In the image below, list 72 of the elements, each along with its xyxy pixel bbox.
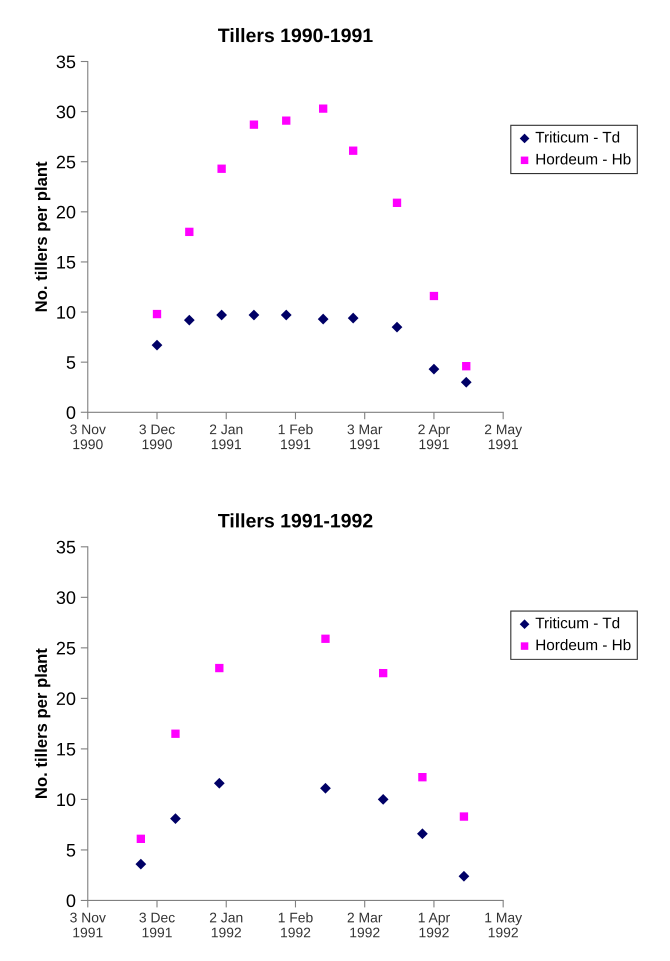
- chart-title: Tillers 1991-1992: [218, 513, 372, 528]
- y-tick-label: 0: [66, 406, 76, 419]
- point: [460, 812, 468, 821]
- point: [282, 116, 290, 125]
- point: [318, 104, 328, 113]
- point: [318, 314, 329, 324]
- point: [428, 364, 440, 375]
- point: [418, 773, 427, 782]
- point: [214, 778, 225, 789]
- point: [430, 292, 438, 300]
- y-tick-label: 35: [56, 55, 76, 68]
- point: [152, 310, 162, 318]
- point: [184, 314, 195, 326]
- y-tick-label: 30: [56, 591, 76, 604]
- point: [392, 322, 402, 332]
- y-axis-title: No. tillers per plant: [34, 648, 50, 798]
- x-tick-label: 3 Nov 1991: [70, 912, 106, 938]
- y-tick-label: 25: [56, 642, 76, 655]
- point: [135, 858, 146, 870]
- point: [136, 834, 146, 843]
- x-tick-label: 1 Feb 1992: [278, 912, 313, 938]
- point: [215, 664, 224, 672]
- point: [348, 312, 359, 324]
- x-tick-label: 3 Dec 1990: [139, 424, 175, 450]
- point: [320, 782, 331, 794]
- point: [458, 870, 470, 882]
- y-tick-label: 15: [57, 743, 76, 756]
- legend-label: Hordeum - Hb: [536, 639, 631, 650]
- point: [378, 794, 389, 805]
- y-tick-label: 30: [56, 106, 76, 118]
- point: [417, 828, 428, 840]
- x-tick-label: 3 Mar 1991: [347, 424, 382, 450]
- point: [170, 813, 181, 824]
- y-tick-label: 35: [56, 540, 76, 554]
- legend-label: Triticum - Td: [536, 617, 620, 628]
- point: [379, 668, 388, 678]
- x-tick-label: 3 Nov 1990: [70, 424, 106, 450]
- legend-label: Hordeum - Hb: [536, 153, 631, 164]
- point: [348, 146, 358, 155]
- y-tick-label: 25: [56, 156, 76, 168]
- x-tick-label: 1 May 1992: [485, 912, 522, 938]
- x-tick-label: 1 Feb 1991: [278, 424, 313, 450]
- point: [248, 310, 260, 320]
- y-tick-label: 10: [57, 306, 76, 319]
- x-tick-label: 2 May 1991: [484, 424, 522, 450]
- x-tick-label: 2 Jan 1991: [210, 424, 242, 450]
- x-tick-label: 3 Dec 1991: [139, 912, 175, 938]
- point: [171, 730, 180, 738]
- y-tick-label: 20: [56, 692, 76, 706]
- point: [392, 198, 402, 207]
- y-tick-label: 10: [57, 793, 76, 806]
- chart-title: Tillers 1990-1991: [218, 28, 373, 42]
- point: [152, 340, 162, 350]
- y-tick-label: 15: [57, 256, 76, 269]
- point: [185, 228, 194, 236]
- legend-label: Triticum - Td: [536, 131, 620, 143]
- y-tick-label: 5: [66, 356, 76, 369]
- point: [280, 310, 292, 320]
- point: [216, 310, 227, 320]
- y-tick-label: 0: [66, 894, 76, 908]
- point: [217, 164, 226, 173]
- x-tick-label: 1 Apr 1992: [418, 912, 450, 938]
- x-tick-label: 2 Mar 1992: [348, 912, 382, 938]
- y-tick-label: 20: [56, 206, 76, 219]
- x-tick-label: 2 Jan 1992: [210, 912, 242, 938]
- point: [250, 120, 258, 129]
- point: [321, 634, 330, 643]
- y-tick-label: 5: [66, 844, 76, 857]
- y-axis-title: No. tillers per plant: [34, 162, 50, 312]
- point: [460, 376, 472, 388]
- x-tick-label: 2 Apr 1991: [418, 424, 450, 450]
- point: [462, 362, 470, 370]
